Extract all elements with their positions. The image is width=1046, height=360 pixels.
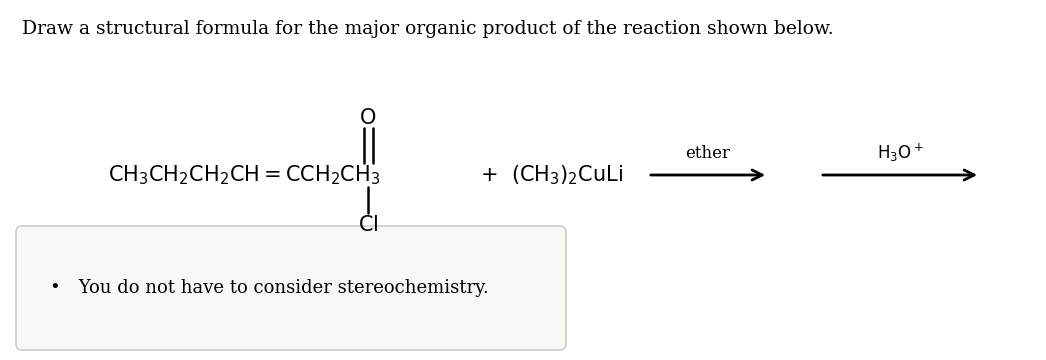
Text: $\mathrm{+\ \ (CH_3)_2CuLi}$: $\mathrm{+\ \ (CH_3)_2CuLi}$: [480, 163, 623, 187]
Text: $\mathrm{H_3O^+}$: $\mathrm{H_3O^+}$: [877, 142, 924, 164]
Text: • You do not have to consider stereochemistry.: • You do not have to consider stereochem…: [50, 279, 488, 297]
Text: Draw a structural formula for the major organic product of the reaction shown be: Draw a structural formula for the major …: [22, 20, 834, 38]
Text: ether: ether: [685, 144, 730, 162]
Text: $\mathrm{CH_3CH_2CH_2CH{=}CCH_2CH_3}$: $\mathrm{CH_3CH_2CH_2CH{=}CCH_2CH_3}$: [108, 163, 381, 187]
Text: $\mathrm{O}$: $\mathrm{O}$: [360, 108, 377, 128]
FancyBboxPatch shape: [16, 226, 566, 350]
Text: $\mathrm{Cl}$: $\mathrm{Cl}$: [358, 215, 379, 235]
